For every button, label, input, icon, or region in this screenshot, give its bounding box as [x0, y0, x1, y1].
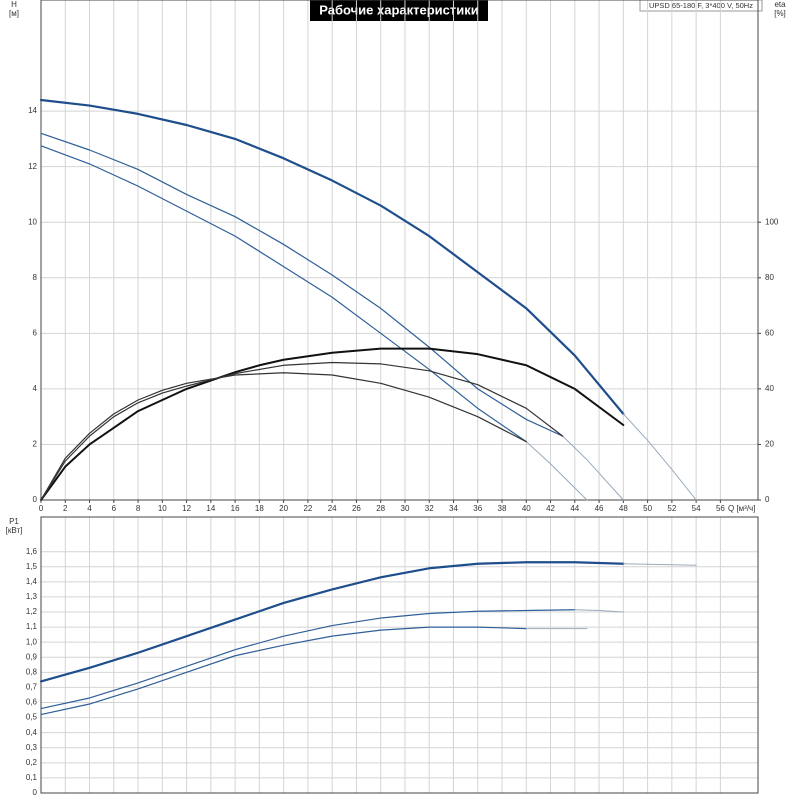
x-tick-label: 38: [498, 504, 507, 513]
y-tick-label: 0,8: [26, 667, 38, 676]
x-tick-label: 26: [352, 504, 361, 513]
x-tick-label: 10: [158, 504, 167, 513]
y-tick-label: 1,6: [26, 547, 38, 556]
x-tick-label: 16: [231, 504, 240, 513]
y2-tick-label: 60: [765, 328, 774, 337]
x-tick-label: 2: [63, 504, 68, 513]
x-axis-label: Q [м³/ч]: [728, 504, 755, 513]
y2-tick-label: 80: [765, 273, 774, 282]
y-tick-label: 6: [33, 328, 38, 337]
x-tick-label: 12: [182, 504, 191, 513]
y-axis-label: H: [11, 0, 17, 9]
y-tick-label: 0: [33, 788, 38, 797]
curve: [622, 563, 697, 566]
curve: [40, 609, 576, 710]
x-tick-label: 54: [692, 504, 701, 513]
curve: [40, 145, 527, 443]
x-tick-label: 34: [449, 504, 458, 513]
curve: [40, 361, 564, 501]
x-tick-label: 28: [376, 504, 385, 513]
x-tick-label: 42: [546, 504, 555, 513]
y-tick-label: 8: [33, 273, 38, 282]
y-tick-label: 0,1: [26, 773, 38, 782]
model-box: [639, 0, 763, 12]
curve: [39, 98, 625, 415]
y2-tick-label: 0: [765, 495, 770, 504]
y2-tick-label: 40: [765, 384, 774, 393]
grid-group: [40, 0, 758, 501]
y-axis-label: [м]: [9, 9, 19, 18]
y-tick-label: 0,7: [26, 683, 38, 692]
y2-tick-label: 20: [765, 440, 774, 449]
x-tick-label: 24: [328, 504, 337, 513]
y2-tick-label: 100: [765, 217, 779, 226]
curve: [40, 372, 527, 501]
x-tick-label: 18: [255, 504, 264, 513]
y2-axis-label: [%]: [774, 9, 786, 18]
x-tick-label: 52: [667, 504, 676, 513]
x-tick-label: 32: [425, 504, 434, 513]
y-tick-label: 4: [33, 384, 38, 393]
y-tick-label: 12: [28, 162, 37, 171]
y-tick-label: 0,3: [26, 743, 38, 752]
x-tick-label: 30: [401, 504, 410, 513]
y-tick-label: 1,1: [26, 622, 38, 631]
x-tick-label: 50: [643, 504, 652, 513]
x-tick-label: 46: [595, 504, 604, 513]
y-tick-label: 0,5: [26, 713, 38, 722]
curve: [622, 413, 697, 501]
x-tick-label: 44: [570, 504, 579, 513]
x-tick-label: 6: [112, 504, 117, 513]
y-tick-label: 2: [33, 440, 38, 449]
y-tick-label: 10: [28, 217, 37, 226]
curve: [525, 441, 588, 501]
y-tick-label: 0: [33, 495, 38, 504]
curve: [39, 561, 625, 683]
x-tick-label: 20: [279, 504, 288, 513]
x-tick-label: 8: [136, 504, 141, 513]
y-tick-label: 1,4: [26, 577, 38, 586]
y-tick-label: 0,2: [26, 758, 38, 767]
y-tick-label: 1,2: [26, 607, 38, 616]
y-axis-label: P1: [9, 517, 19, 526]
y-tick-label: 1,0: [26, 637, 38, 646]
x-tick-label: 4: [87, 504, 92, 513]
y-tick-label: 0,9: [26, 652, 38, 661]
y-tick-label: 1,3: [26, 592, 38, 601]
plot-frame: [40, 516, 759, 794]
y-tick-label: 0,6: [26, 698, 38, 707]
plot-frame: [40, 0, 759, 501]
x-tick-label: 56: [716, 504, 725, 513]
title-box: [310, 0, 488, 21]
x-tick-label: 14: [206, 504, 215, 513]
curve: [562, 435, 624, 501]
model-label: UPSD 65-180 F, 3*400 V, 50Hz: [649, 1, 753, 10]
curve: [40, 132, 564, 437]
x-tick-label: 36: [473, 504, 482, 513]
x-tick-label: 40: [522, 504, 531, 513]
y2-axis-label: eta: [774, 0, 786, 9]
curve: [574, 609, 624, 613]
x-tick-label: 48: [619, 504, 628, 513]
y-tick-label: 14: [28, 106, 37, 115]
curve: [40, 626, 527, 716]
x-tick-label: 0: [39, 504, 44, 513]
y-axis-label: [кВт]: [6, 526, 23, 535]
grid-group: [40, 517, 758, 794]
y-tick-label: 0,4: [26, 728, 38, 737]
chart-title: Рабочие характеристики: [319, 2, 479, 17]
x-tick-label: 22: [303, 504, 312, 513]
curve: [40, 347, 625, 501]
y-tick-label: 1,5: [26, 562, 38, 571]
